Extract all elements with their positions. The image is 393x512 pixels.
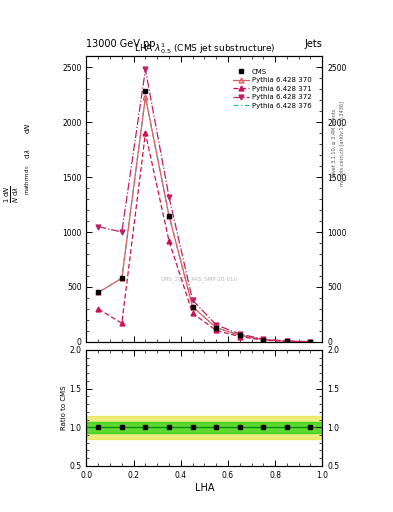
Text: $\mathrm{d}N$: $\mathrm{d}N$ bbox=[23, 122, 32, 134]
Text: $\mathrm{mathrm\,d_{0}}$: $\mathrm{mathrm\,d_{0}}$ bbox=[23, 164, 32, 195]
Bar bbox=[86, 416, 322, 439]
Text: Rivet 3.1.10, ≥ 3.4M events: Rivet 3.1.10, ≥ 3.4M events bbox=[332, 109, 337, 178]
Text: $\frac{1}{N}\frac{\mathrm{d}N}{\mathrm{d}\lambda}$: $\frac{1}{N}\frac{\mathrm{d}N}{\mathrm{d… bbox=[3, 186, 21, 203]
Text: 13000 GeV pp: 13000 GeV pp bbox=[86, 38, 156, 49]
Text: $\mathrm{d}\,\lambda$: $\mathrm{d}\,\lambda$ bbox=[23, 148, 32, 159]
X-axis label: LHA: LHA bbox=[195, 482, 214, 493]
Bar bbox=[86, 422, 322, 433]
Text: Jets: Jets bbox=[305, 38, 322, 49]
Text: mcplots.cern.ch [arXiv:1306.3436]: mcplots.cern.ch [arXiv:1306.3436] bbox=[340, 101, 345, 186]
Title: LHA $\lambda^{1}_{0.5}$ (CMS jet substructure): LHA $\lambda^{1}_{0.5}$ (CMS jet substru… bbox=[134, 41, 275, 56]
Y-axis label: Ratio to CMS: Ratio to CMS bbox=[61, 386, 67, 430]
Text: CMS_2021_PAS_SMP-20-010: CMS_2021_PAS_SMP-20-010 bbox=[161, 276, 238, 282]
Legend: CMS, Pythia 6.428 370, Pythia 6.428 371, Pythia 6.428 372, Pythia 6.428 376: CMS, Pythia 6.428 370, Pythia 6.428 371,… bbox=[231, 66, 314, 112]
